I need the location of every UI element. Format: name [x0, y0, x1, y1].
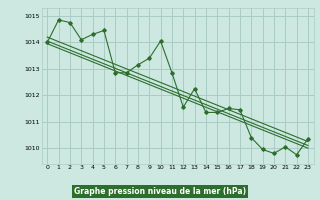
Text: Graphe pression niveau de la mer (hPa): Graphe pression niveau de la mer (hPa) — [74, 187, 246, 196]
